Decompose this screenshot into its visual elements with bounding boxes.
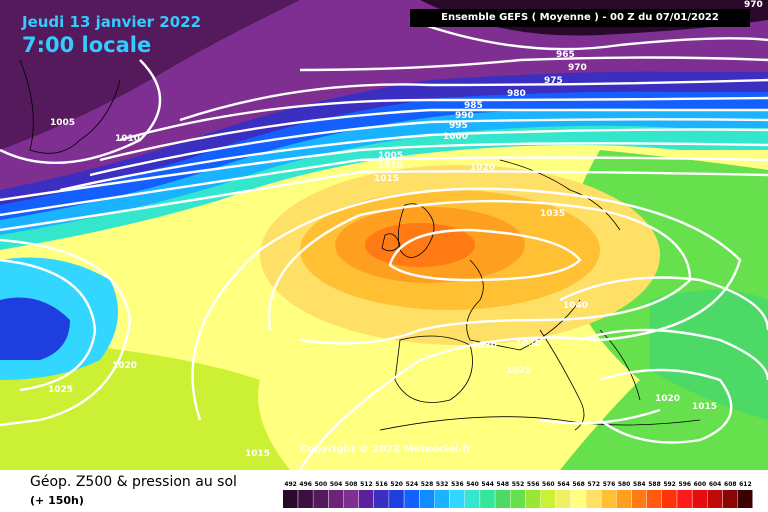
legend-tick-label: 520 — [390, 481, 403, 488]
legend-tick-label: 600 — [694, 481, 707, 488]
legend-swatch — [631, 490, 647, 508]
isobar-label-980: 980 — [507, 89, 526, 99]
legend-swatch — [328, 490, 344, 508]
isobar-label-1010-greenland: 1010 — [115, 134, 141, 144]
legend-tick-label: 540 — [466, 481, 479, 488]
isobar-label-1025-med: 1025 — [506, 366, 532, 376]
legend-swatch — [571, 490, 586, 508]
legend-swatch — [358, 490, 374, 508]
legend-swatch — [313, 490, 328, 508]
legend-swatch — [722, 490, 738, 508]
legend-tick-label: 604 — [709, 481, 722, 488]
legend-swatch — [677, 490, 692, 508]
legend-tick-label: 524 — [406, 481, 419, 488]
isobar-label-1020-east: 1020 — [655, 394, 681, 404]
legend-swatch — [662, 490, 677, 508]
isobar-label-1015-south: 1015 — [245, 449, 271, 459]
legend-tick-label: 512 — [360, 481, 373, 488]
legend-swatch — [449, 490, 465, 508]
legend-tick-label: 548 — [497, 481, 510, 488]
isobar-label-1040: 1040 — [563, 301, 589, 311]
map-title: Géop. Z500 & pression au sol — [30, 474, 237, 490]
legend-swatch — [692, 490, 708, 508]
legend-swatch — [540, 490, 556, 508]
legend-tick-label: 572 — [588, 481, 601, 488]
isobar-label-1020-atlantic: 1020 — [112, 361, 138, 371]
legend-tick-label: 552 — [512, 481, 525, 488]
legend-tick-label: 556 — [527, 481, 540, 488]
isobar-label-1005: 1005 — [378, 151, 404, 161]
weather-map — [0, 0, 768, 470]
legend-tick-label: 496 — [299, 481, 312, 488]
legend-swatch — [419, 490, 435, 508]
isobar-label-970: 970 — [568, 63, 587, 73]
legend-swatch — [707, 490, 723, 508]
legend-swatch — [616, 490, 632, 508]
legend-tick-label: 516 — [375, 481, 388, 488]
isobar-label-975: 975 — [544, 76, 563, 86]
footer-bar: Géop. Z500 & pression au sol (+ 150h) 49… — [0, 470, 768, 512]
legend-tick-label: 532 — [436, 481, 449, 488]
legend-swatch — [586, 490, 601, 508]
legend-tick-label: 568 — [572, 481, 585, 488]
isobar-label-1030-east: 1030 — [516, 339, 542, 349]
legend-swatch — [343, 490, 359, 508]
isobar-label-1035: 1035 — [540, 209, 566, 219]
isobar-label-1010: 1010 — [378, 161, 404, 171]
legend-tick-label: 612 — [739, 481, 752, 488]
legend-tick-label: 492 — [284, 481, 297, 488]
legend-tick-label: 596 — [679, 481, 692, 488]
isobar-label-990: 990 — [455, 111, 474, 121]
legend-tick-label: 608 — [724, 481, 737, 488]
isobar-label-995: 995 — [449, 121, 468, 131]
corner-isobar-value: 970 — [744, 0, 763, 10]
isobar-label-1005-nw: 1005 — [50, 118, 76, 128]
forecast-time: 7:00 locale — [22, 33, 152, 57]
legend-swatch — [601, 490, 617, 508]
legend-swatch — [737, 490, 753, 508]
legend-swatch — [434, 490, 450, 508]
legend-swatch — [525, 490, 541, 508]
legend-swatch — [283, 490, 298, 508]
isobar-label-1015-east: 1015 — [692, 402, 718, 412]
isobar-label-965: 965 — [556, 50, 575, 60]
isobar-label-985: 985 — [464, 101, 483, 111]
legend-tick-label: 576 — [603, 481, 616, 488]
legend-tick-label: 584 — [633, 481, 646, 488]
isobar-label-1030-west: 1030 — [472, 341, 498, 351]
isobar-label-1020-north: 1020 — [470, 163, 496, 173]
legend-swatch — [555, 490, 571, 508]
isobar-label-1025-atlantic: 1025 — [48, 385, 74, 395]
legend-tick-label: 536 — [451, 481, 464, 488]
ensemble-banner: Ensemble GEFS ( Moyenne ) - 00 Z du 07/0… — [410, 9, 750, 27]
legend-swatch — [480, 490, 495, 508]
forecast-lead-time: (+ 150h) — [30, 494, 84, 507]
isobar-label-1015: 1015 — [374, 174, 400, 184]
isobar-label-1000: 1000 — [443, 132, 469, 142]
legend-swatch — [374, 490, 389, 508]
legend-tick-label: 500 — [315, 481, 328, 488]
forecast-date: Jeudi 13 janvier 2022 — [22, 13, 202, 31]
legend-tick-label: 592 — [663, 481, 676, 488]
legend-swatch — [298, 490, 313, 508]
legend-tick-label: 564 — [557, 481, 570, 488]
legend-tick-label: 560 — [542, 481, 555, 488]
legend-swatch — [646, 490, 662, 508]
legend-tick-label: 580 — [618, 481, 631, 488]
copyright-notice: Copyright © 2022 Meteociel.fr — [300, 444, 472, 455]
legend-tick-label: 508 — [345, 481, 358, 488]
legend-swatch — [404, 490, 419, 508]
legend-swatch — [464, 490, 480, 508]
legend-tick-label: 544 — [481, 481, 494, 488]
color-legend: 492 496 500 504 508 512 516 520 524 528 532 536 540 5… — [283, 481, 753, 508]
legend-swatch — [495, 490, 510, 508]
legend-tick-label: 588 — [648, 481, 661, 488]
legend-swatch — [510, 490, 526, 508]
legend-tick-label: 504 — [330, 481, 343, 488]
legend-tick-label: 528 — [421, 481, 434, 488]
legend-swatch — [389, 490, 404, 508]
